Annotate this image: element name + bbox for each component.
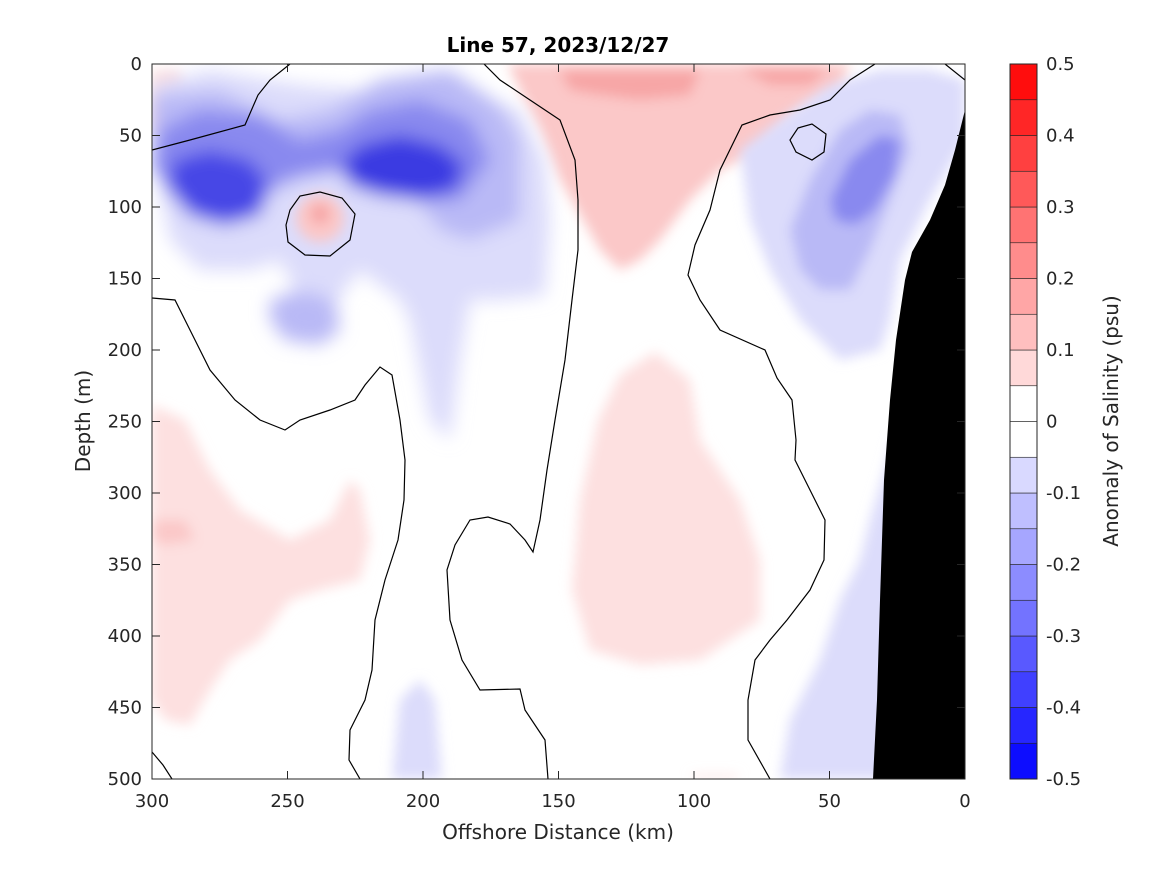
y-tick-label: 350 (108, 555, 142, 576)
colorbar-bin (1009, 456, 1038, 494)
colorbar-bin (1009, 63, 1038, 101)
x-tick-label: 0 (959, 791, 970, 812)
negative-anomaly-deep-blob (270, 290, 340, 345)
x-tick-label: 150 (541, 791, 575, 812)
x-axis-label: Offshore Distance (km) (442, 820, 674, 844)
colorbar-tick-label: 0.5 (1046, 54, 1075, 75)
zero-contour-eddy (285, 191, 356, 257)
colorbar-tick-label: 0.3 (1046, 197, 1075, 218)
y-tick-label: 400 (108, 626, 142, 647)
y-axis-label: Depth (m) (71, 370, 95, 472)
bathymetry-slope (873, 110, 965, 779)
x-axis: 300 250 200 150 100 50 0 (135, 64, 971, 812)
zero-contour-corner-right (944, 64, 965, 81)
positive-anomaly-bottom (690, 775, 740, 779)
colorbar-tick-label: -0.4 (1046, 698, 1081, 719)
colorbar-tick-label: 0.4 (1046, 126, 1075, 147)
chart-title: Line 57, 2023/12/27 (447, 33, 670, 57)
positive-anomaly-eddy-core (310, 204, 330, 224)
y-tick-label: 100 (108, 197, 142, 218)
zero-contour-center (446, 64, 579, 779)
colorbar-bin (1009, 671, 1038, 708)
colorbar-bin (1009, 135, 1038, 172)
zero-contours (152, 64, 965, 779)
colorbar-tick-label: -0.2 (1046, 555, 1081, 576)
colorbar-bin (1009, 278, 1038, 315)
negative-anomaly-core-left (165, 150, 270, 225)
colorbar-tick-label: 0.2 (1046, 269, 1075, 290)
y-tick-label: 200 (108, 340, 142, 361)
positive-anomaly-lower-left-core (152, 520, 195, 545)
y-tick-label: 500 (108, 769, 142, 790)
colorbar-bin (1009, 599, 1038, 637)
colorbar-tick-label: -0.5 (1046, 769, 1081, 790)
colorbar-tick-label: 0 (1046, 412, 1057, 433)
colorbar-bin (1009, 349, 1038, 387)
colorbar-label: Anomaly of Salinity (psu) (1099, 295, 1123, 546)
colorbar-tick-label: -0.3 (1046, 626, 1081, 647)
positive-anomaly-surface-core-2 (740, 68, 830, 85)
colorbar-bin (1009, 492, 1038, 530)
zero-contour-right (687, 64, 876, 779)
colorbar-bin (1009, 707, 1038, 744)
positive-anomaly-lower-left (152, 405, 370, 725)
negative-anomaly-core-right (340, 135, 465, 200)
colorbar-bin (1009, 313, 1038, 351)
x-tick-label: 250 (270, 791, 304, 812)
y-axis: 0 50 100 150 200 250 300 350 400 450 500 (108, 54, 965, 790)
y-tick-label: 150 (108, 269, 142, 290)
zero-contour-deep-left (152, 297, 406, 779)
colorbar-frame (1009, 63, 1038, 780)
colorbar-bin (1009, 206, 1038, 244)
positive-anomaly-middle (572, 352, 760, 665)
colorbar-bin (1009, 421, 1038, 458)
colorbar-tick-label: -0.1 (1046, 483, 1081, 504)
zero-contour-nearshore-loop (789, 123, 827, 161)
x-tick-label: 50 (818, 791, 841, 812)
y-tick-label: 450 (108, 698, 142, 719)
x-tick-label: 100 (677, 791, 711, 812)
positive-anomaly-surface (508, 64, 850, 270)
x-tick-label: 200 (406, 791, 440, 812)
y-tick-label: 50 (119, 126, 142, 147)
colorbar-bin (1009, 564, 1038, 601)
colorbar-bin (1009, 635, 1038, 673)
colorbar-bin (1009, 170, 1038, 208)
negative-anomaly-bottom-left (392, 680, 442, 779)
colorbar-bin (1009, 385, 1038, 422)
positive-anomaly-surface-core (560, 70, 700, 100)
colorbar-tick-label: 0.1 (1046, 340, 1075, 361)
negative-anomaly-slope-deep (780, 430, 900, 779)
zero-contour-bottom-left (152, 751, 173, 779)
colorbar-bin (1009, 99, 1038, 136)
zero-contour-top-left (152, 64, 291, 151)
colorbar: 0.5 0.4 0.3 0.2 0.1 0 -0.1 -0.2 -0.3 -0.4 -0.5 (1009, 54, 1081, 790)
y-tick-label: 300 (108, 483, 142, 504)
negative-anomaly-slope-core (830, 135, 900, 225)
y-tick-label: 0 (131, 54, 142, 75)
colorbar-bin (1009, 742, 1038, 780)
anomaly-fill-layer (152, 64, 965, 779)
x-tick-label: 300 (135, 791, 169, 812)
colorbar-bin (1009, 242, 1038, 279)
y-tick-label: 250 (108, 412, 142, 433)
colorbar-bin (1009, 528, 1038, 565)
